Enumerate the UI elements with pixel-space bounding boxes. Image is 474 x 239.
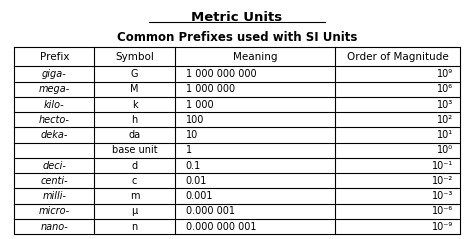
Text: 10⁻⁶: 10⁻⁶ <box>432 206 453 216</box>
Text: 100: 100 <box>186 115 204 125</box>
Text: 1 000: 1 000 <box>186 100 213 110</box>
Text: m: m <box>130 191 139 201</box>
Text: 10⁹: 10⁹ <box>437 69 453 79</box>
Text: Meaning: Meaning <box>233 52 277 62</box>
Text: giga-: giga- <box>42 69 67 79</box>
Text: 0.001: 0.001 <box>186 191 213 201</box>
Text: h: h <box>131 115 137 125</box>
Text: 10: 10 <box>186 130 198 140</box>
Text: nano-: nano- <box>40 222 68 232</box>
Text: base unit: base unit <box>112 145 157 155</box>
Text: 1 000 000: 1 000 000 <box>186 84 235 94</box>
Text: μ: μ <box>131 206 137 216</box>
Text: Order of Magnitude: Order of Magnitude <box>346 52 448 62</box>
Text: 0.01: 0.01 <box>186 176 207 186</box>
Text: 0.1: 0.1 <box>186 161 201 171</box>
Text: 10⁻³: 10⁻³ <box>432 191 453 201</box>
Text: 0.000 001: 0.000 001 <box>186 206 235 216</box>
Text: 10⁻²: 10⁻² <box>432 176 453 186</box>
Text: deci-: deci- <box>42 161 66 171</box>
Text: n: n <box>131 222 137 232</box>
Text: G: G <box>131 69 138 79</box>
Text: M: M <box>130 84 139 94</box>
Text: 0.000 000 001: 0.000 000 001 <box>186 222 256 232</box>
Text: 10⁶: 10⁶ <box>437 84 453 94</box>
Text: 1 000 000 000: 1 000 000 000 <box>186 69 256 79</box>
Text: centi-: centi- <box>40 176 68 186</box>
Text: deka-: deka- <box>41 130 68 140</box>
Text: kilo-: kilo- <box>44 100 64 110</box>
Text: c: c <box>132 176 137 186</box>
Text: mega-: mega- <box>39 84 70 94</box>
Text: da: da <box>128 130 141 140</box>
Text: 10²: 10² <box>437 115 453 125</box>
Text: 10¹: 10¹ <box>437 130 453 140</box>
Text: 10⁻⁹: 10⁻⁹ <box>432 222 453 232</box>
Text: 10⁻¹: 10⁻¹ <box>432 161 453 171</box>
Text: hecto-: hecto- <box>39 115 70 125</box>
Text: micro-: micro- <box>39 206 70 216</box>
Text: Prefix: Prefix <box>39 52 69 62</box>
Text: d: d <box>131 161 137 171</box>
Text: Metric Units: Metric Units <box>191 11 283 24</box>
Text: 1: 1 <box>186 145 192 155</box>
Text: Symbol: Symbol <box>115 52 154 62</box>
Text: Common Prefixes used with SI Units: Common Prefixes used with SI Units <box>117 31 357 44</box>
Text: 10⁰: 10⁰ <box>437 145 453 155</box>
Text: 10³: 10³ <box>437 100 453 110</box>
Text: k: k <box>132 100 137 110</box>
Text: milli-: milli- <box>42 191 66 201</box>
